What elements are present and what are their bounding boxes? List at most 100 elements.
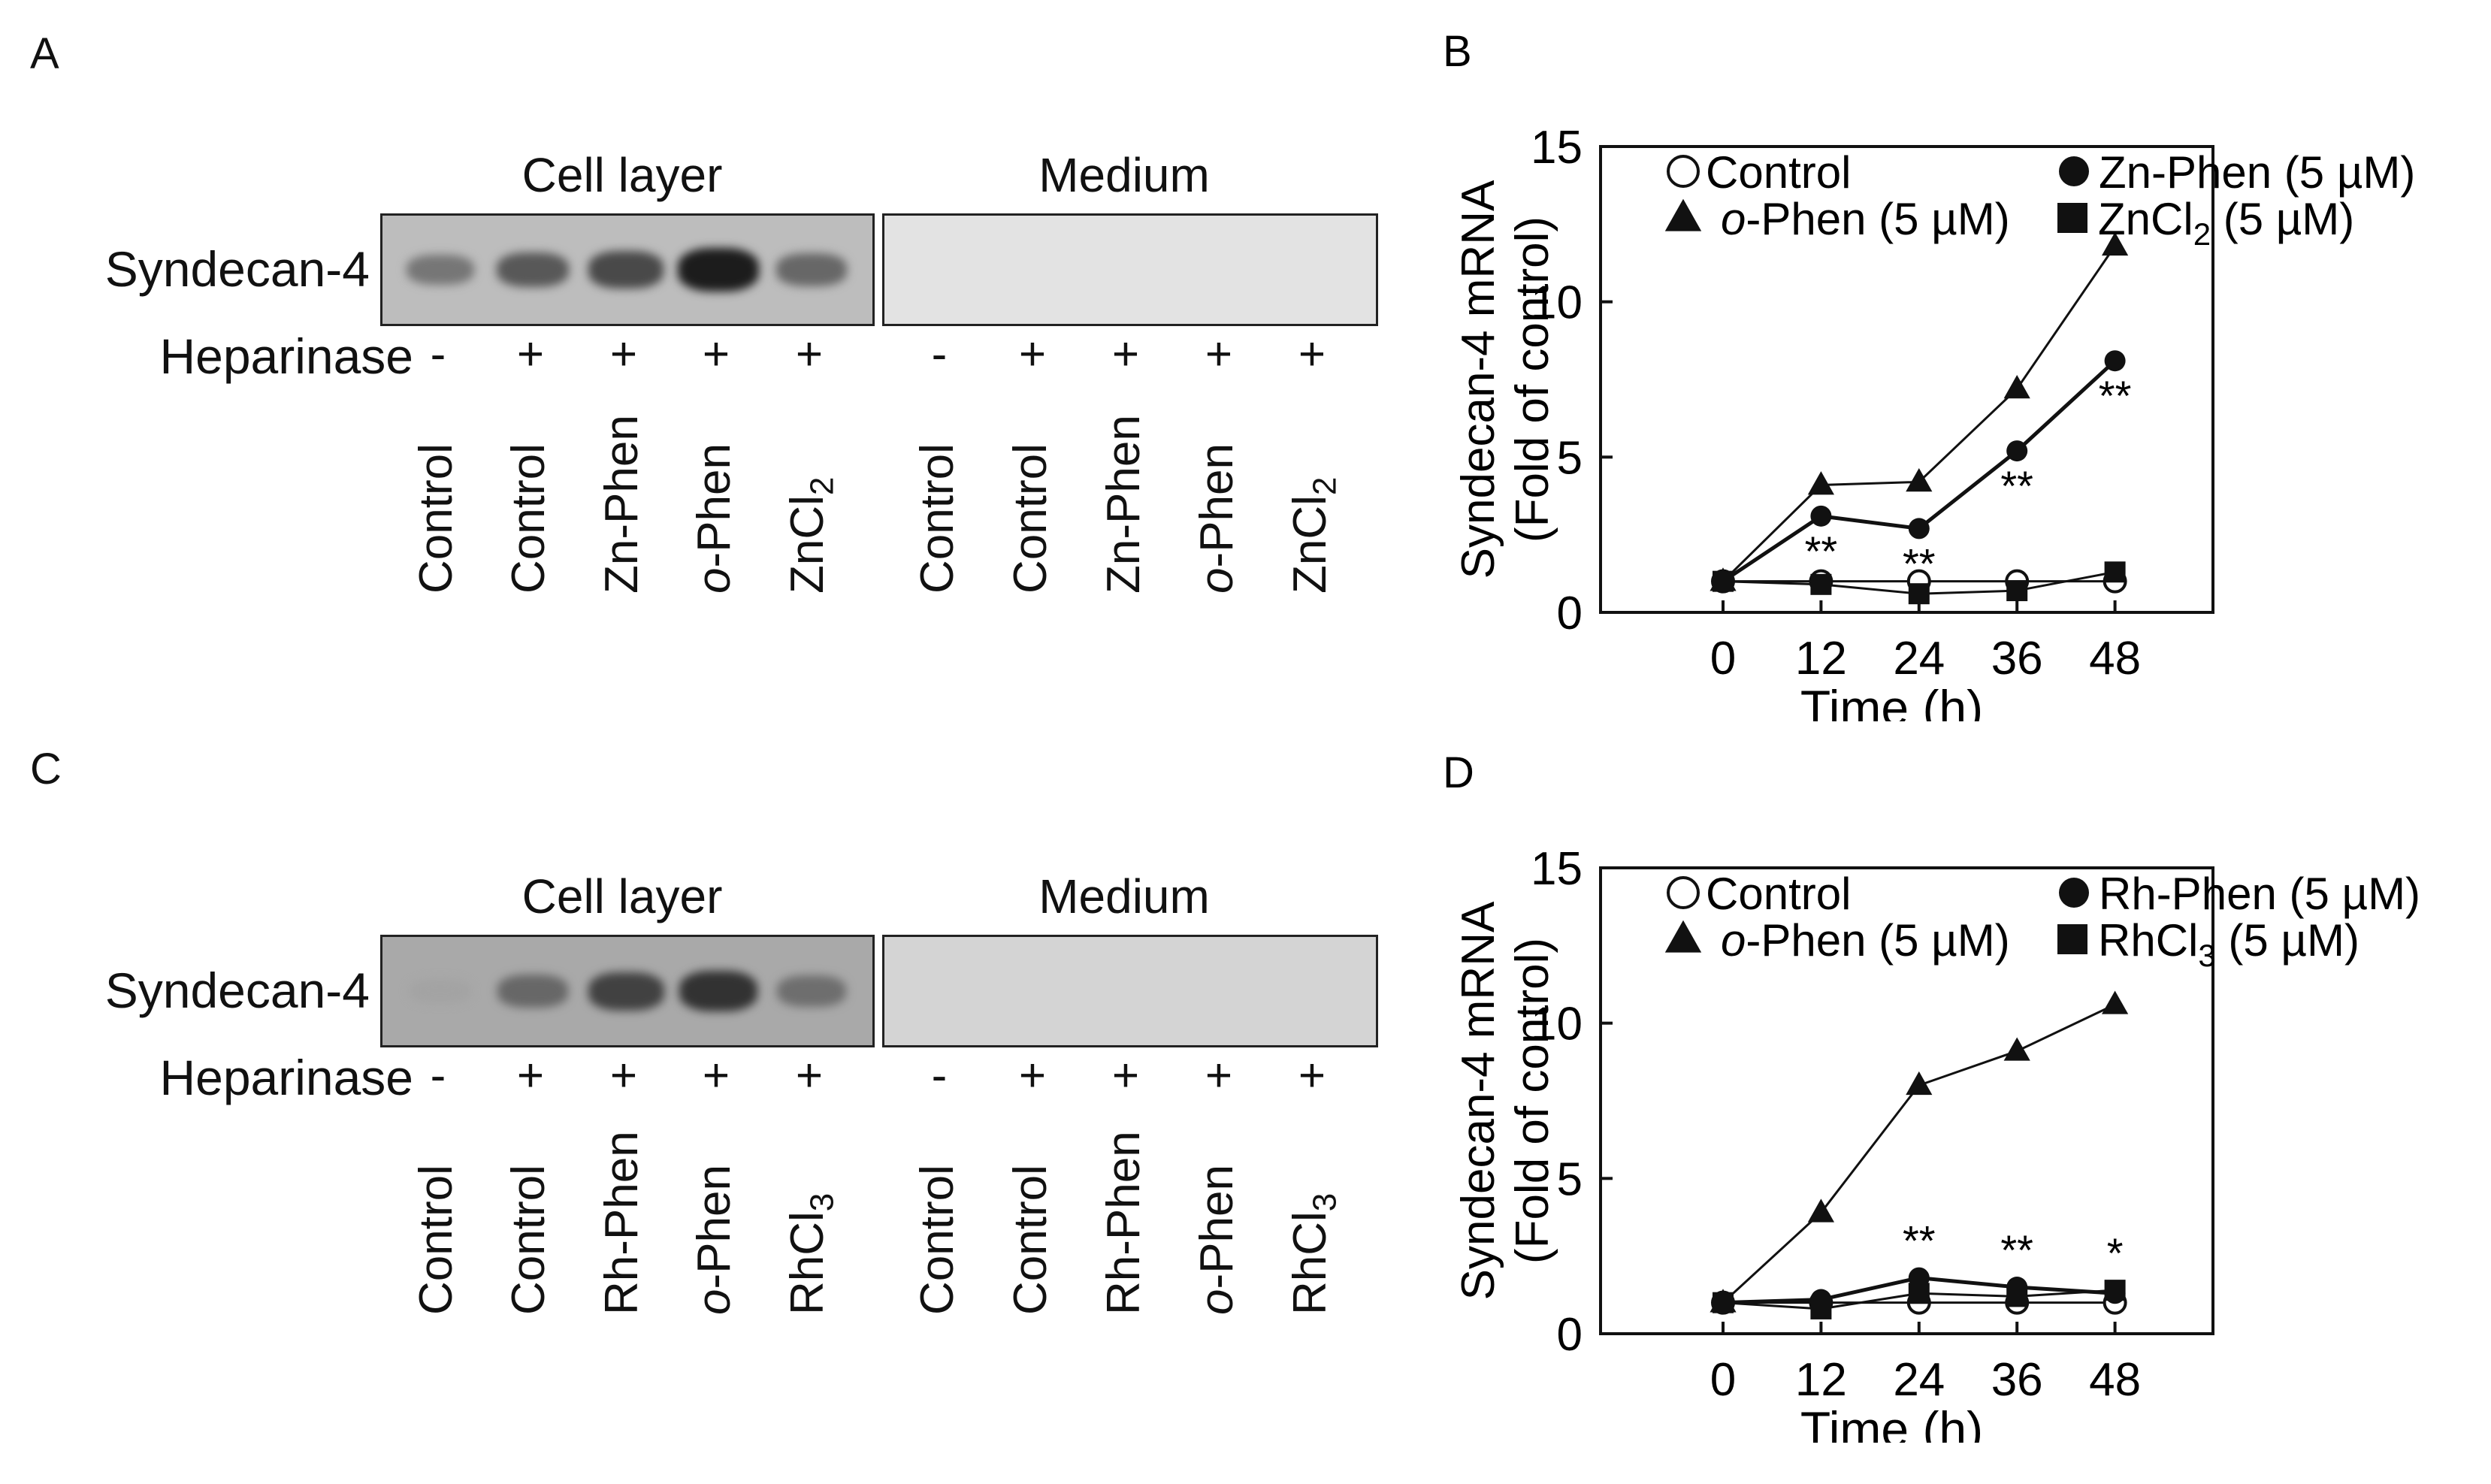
x-tick-label: 0 <box>1710 633 1736 685</box>
data-point <box>2102 990 2129 1014</box>
legend-marker <box>1667 155 1700 188</box>
lane-label: ZnCl2 <box>1284 476 1344 594</box>
panel-a: A Cell layer Medium Syndecan-4 Heparinas… <box>0 0 2491 736</box>
y-tick-label: 5 <box>1557 432 1583 484</box>
x-tick-label: 24 <box>1893 1354 1945 1406</box>
data-point <box>1906 1071 1933 1096</box>
legend-label: o-Phen (5 µM) <box>1721 194 2010 244</box>
data-point <box>2003 1037 2030 1061</box>
legend-label: Control <box>1706 869 1851 919</box>
legend-marker <box>2057 924 2087 954</box>
heparinase-sign: + <box>516 1050 545 1102</box>
significance-mark: ** <box>1805 527 1838 575</box>
lane-label: RhCl3 <box>1284 1192 1344 1315</box>
x-tick-label: 0 <box>1710 1354 1736 1406</box>
data-point <box>2003 375 2030 399</box>
lane-label: o-Phen <box>688 1165 740 1315</box>
heparinase-sign: + <box>609 328 638 380</box>
y-tick-label: 5 <box>1557 1153 1583 1205</box>
y-axis-label: (Fold of control) <box>1507 216 1558 543</box>
y-tick-label: 15 <box>1531 843 1583 895</box>
significance-mark: * <box>2107 1229 2124 1277</box>
data-point <box>1908 583 1930 605</box>
cell-layer-title: Cell layer <box>521 869 723 923</box>
legend-marker <box>2059 878 2089 908</box>
lane-label: o-Phen <box>1191 1165 1243 1315</box>
data-point <box>2006 1286 2028 1307</box>
legend-marker <box>2059 156 2089 186</box>
band <box>497 975 568 1008</box>
band <box>777 975 846 1007</box>
lane-label: Control <box>410 443 462 594</box>
band <box>496 252 570 288</box>
lane-label: o-Phen <box>688 443 740 594</box>
medium-title: Medium <box>1038 148 1210 202</box>
y-axis-label: Syndecan-4 mRNA <box>1453 180 1504 579</box>
heparinase-sign: - <box>430 328 446 380</box>
band <box>776 253 847 286</box>
data-point <box>1810 505 1832 527</box>
data-point <box>2104 561 2126 583</box>
heparinase-sign: - <box>430 1050 446 1102</box>
heparinase-sign: + <box>1111 328 1140 380</box>
panel-letter: A <box>30 29 59 78</box>
lane-label: Control <box>911 443 963 594</box>
syndecan-label: Syndecan-4 <box>104 963 370 1018</box>
band <box>677 247 760 292</box>
band <box>679 971 757 1011</box>
heparinase-sign: + <box>702 1050 730 1102</box>
lane-label: Control <box>1005 443 1057 594</box>
x-axis-label: Time (h) <box>1800 1401 1983 1443</box>
x-tick-label: 48 <box>2089 633 2141 685</box>
y-tick-label: 15 <box>1531 122 1583 174</box>
legend-label: ZnCl2 (5 µM) <box>2098 194 2354 252</box>
x-tick-label: 36 <box>1991 1354 2043 1406</box>
heparinase-sign: + <box>1205 328 1233 380</box>
heparinase-sign: - <box>931 1050 948 1102</box>
legend-marker <box>1664 198 1702 231</box>
band <box>588 251 664 289</box>
data-point <box>1807 471 1834 495</box>
x-tick-label: 12 <box>1795 1354 1847 1406</box>
syndecan-label: Syndecan-4 <box>104 241 370 297</box>
data-point <box>1908 518 1930 539</box>
heparinase-sign: + <box>795 328 824 380</box>
y-tick-label: 0 <box>1557 1309 1583 1361</box>
lane-label: RhCl3 <box>781 1192 841 1315</box>
x-axis-label: Time (h) <box>1800 680 1983 721</box>
data-point <box>2104 350 2126 372</box>
y-axis-label: (Fold of control) <box>1507 938 1558 1264</box>
data-point <box>1810 573 1832 595</box>
data-point <box>2006 440 2028 462</box>
lane-label: Zn-Phen <box>596 415 648 594</box>
cell-layer-blot <box>380 213 875 326</box>
data-point <box>1810 1298 1832 1319</box>
y-tick-label: 0 <box>1557 588 1583 639</box>
significance-mark: ** <box>1903 539 1936 587</box>
band <box>406 254 475 286</box>
significance-mark: ** <box>2000 462 2033 509</box>
heparinase-sign: - <box>931 328 948 380</box>
legend-marker <box>1667 876 1700 909</box>
heparinase-sign: + <box>702 328 730 380</box>
legend-label: RhCl3 (5 µM) <box>2098 915 2359 973</box>
heparinase-sign: + <box>1298 1050 1326 1102</box>
lane-label: ZnCl2 <box>781 476 841 594</box>
chart-b: B 0 5 10 15 0 12 24 36 48 Time (h) Syndecan-4 mRNA(… <box>1443 27 2415 721</box>
plot-frame <box>1599 866 2214 1335</box>
lane-label: Control <box>911 1165 963 1315</box>
heparinase-label: Heparinase <box>159 1050 413 1105</box>
significance-mark: ** <box>2099 372 2132 419</box>
lane-label: Rh-Phen <box>596 1131 648 1315</box>
panel-letter: C <box>30 745 62 793</box>
data-point <box>2102 231 2129 256</box>
data-point <box>1807 1198 1834 1223</box>
y-axis-label: Syndecan-4 mRNA <box>1453 901 1504 1300</box>
lane-label: Zn-Phen <box>1098 415 1150 594</box>
heparinase-sign: + <box>516 328 545 380</box>
legend-label: Zn-Phen (5 µM) <box>2099 147 2415 198</box>
band <box>588 972 664 1011</box>
medium-blot <box>882 935 1378 1047</box>
data-point <box>1908 1283 1930 1304</box>
significance-mark: ** <box>2000 1226 2033 1274</box>
